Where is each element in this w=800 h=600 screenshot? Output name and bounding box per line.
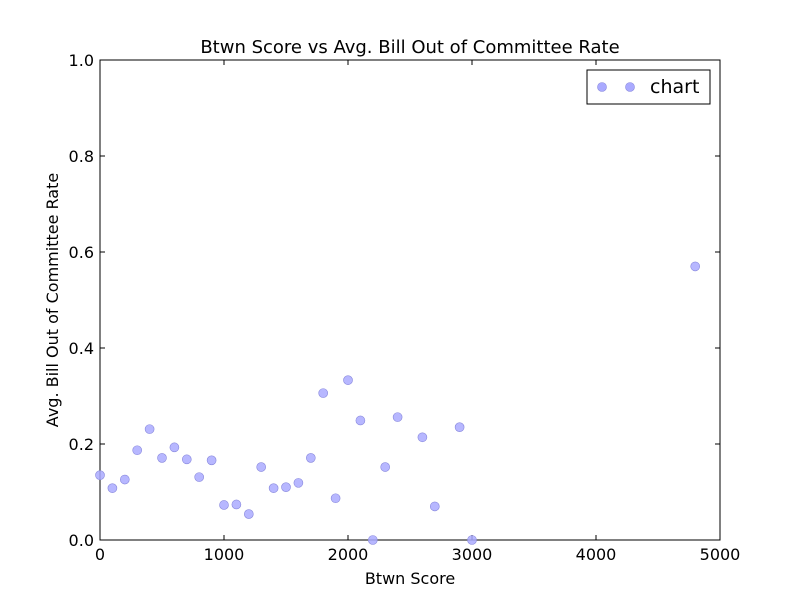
- data-points: [95, 261, 701, 545]
- data-point: [219, 500, 229, 510]
- data-point: [244, 509, 254, 519]
- data-point: [157, 453, 167, 463]
- data-point: [132, 445, 142, 456]
- data-point: [268, 483, 279, 493]
- y-tick-label: 1.0: [69, 51, 94, 70]
- y-tick-label: 0.8: [69, 147, 94, 166]
- y-axis: 0.0 0.2 0.4 0.6 0.8 1.0: [69, 51, 720, 550]
- x-tick-label: 1000: [204, 545, 245, 564]
- data-point: [355, 415, 366, 426]
- x-tick-label: 4000: [576, 545, 617, 564]
- legend-marker: [625, 82, 635, 92]
- data-point: [182, 454, 192, 465]
- legend-marker: [597, 82, 607, 92]
- data-point: [256, 462, 267, 472]
- data-point: [467, 535, 477, 545]
- data-point: [429, 501, 440, 512]
- legend-box: [586, 69, 711, 105]
- x-tick-label: 3000: [452, 545, 493, 564]
- data-point: [367, 535, 378, 545]
- data-point: [144, 424, 155, 434]
- y-axis-label: Avg. Bill Out of Committee Rate: [43, 173, 62, 427]
- data-point: [194, 472, 204, 482]
- data-point: [281, 482, 291, 493]
- x-tick-label: 2000: [328, 545, 369, 564]
- data-point: [231, 499, 242, 510]
- legend: chart: [586, 69, 711, 105]
- chart-title: Btwn Score vs Avg. Bill Out of Committee…: [200, 37, 619, 58]
- data-point: [318, 388, 329, 398]
- y-tick-label: 0.6: [69, 243, 94, 262]
- y-tick-label: 0.0: [69, 531, 94, 550]
- data-point: [417, 432, 428, 443]
- plot-area: [99, 59, 721, 541]
- x-tick-label: 5000: [700, 545, 741, 564]
- data-point: [330, 493, 341, 504]
- data-point: [690, 261, 701, 272]
- data-point: [380, 462, 391, 472]
- y-tick-label: 0.4: [69, 339, 94, 358]
- data-point: [343, 375, 353, 385]
- x-tick-label: 0: [95, 545, 105, 564]
- legend-entry: chart: [650, 76, 699, 98]
- data-point: [169, 442, 180, 453]
- data-point: [454, 422, 465, 433]
- data-point: [95, 470, 105, 481]
- y-tick-label: 0.2: [69, 435, 94, 454]
- data-point: [392, 412, 403, 422]
- data-point: [293, 478, 304, 488]
- data-point: [305, 453, 316, 463]
- x-axis-label: Btwn Score: [365, 569, 455, 588]
- data-point: [120, 474, 130, 485]
- x-axis: 0 1000 2000 3000 4000 5000: [95, 60, 740, 564]
- data-point: [206, 455, 217, 466]
- data-point: [107, 483, 118, 493]
